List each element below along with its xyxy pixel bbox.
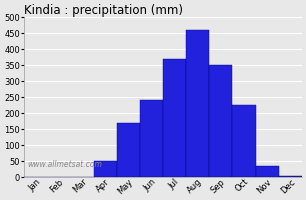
Bar [94, 161, 117, 177]
Bar [163, 59, 186, 177]
Bar [117, 123, 140, 177]
Text: Kindia : precipitation (mm): Kindia : precipitation (mm) [24, 4, 183, 17]
Bar [233, 105, 256, 177]
Bar [140, 100, 163, 177]
Bar [186, 30, 209, 177]
Text: www.allmetsat.com: www.allmetsat.com [27, 160, 102, 169]
Bar [256, 166, 279, 177]
Bar [279, 176, 302, 177]
Bar [209, 65, 233, 177]
